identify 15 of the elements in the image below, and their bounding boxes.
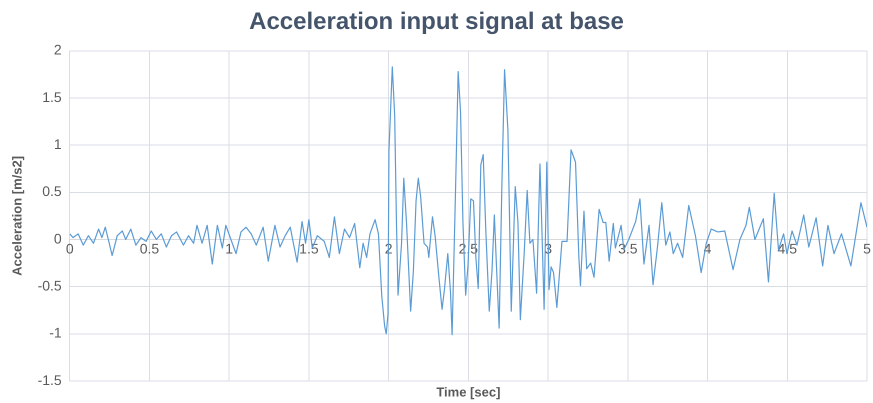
y-tick-label: 1 xyxy=(54,136,62,152)
x-tick-label: 0 xyxy=(66,240,74,257)
y-axis-title: Acceleration [m/s2] xyxy=(9,156,24,276)
y-tick-label: -1 xyxy=(49,324,62,341)
x-tick-label: 5 xyxy=(863,240,872,257)
y-tick-label: 1.5 xyxy=(42,88,62,105)
y-tick-label: 0 xyxy=(54,230,62,246)
chart-title: Acceleration input signal at base xyxy=(249,8,624,36)
x-tick-label: 0.5 xyxy=(140,240,160,257)
x-axis-title: Time [sec] xyxy=(436,384,500,400)
x-tick-label: 1 xyxy=(225,240,234,257)
y-tick-label: -0.5 xyxy=(38,278,62,294)
y-tick-label: 0.5 xyxy=(42,183,62,200)
y-tick-label: 2 xyxy=(54,42,62,58)
y-tick-label: -1.5 xyxy=(38,372,62,388)
